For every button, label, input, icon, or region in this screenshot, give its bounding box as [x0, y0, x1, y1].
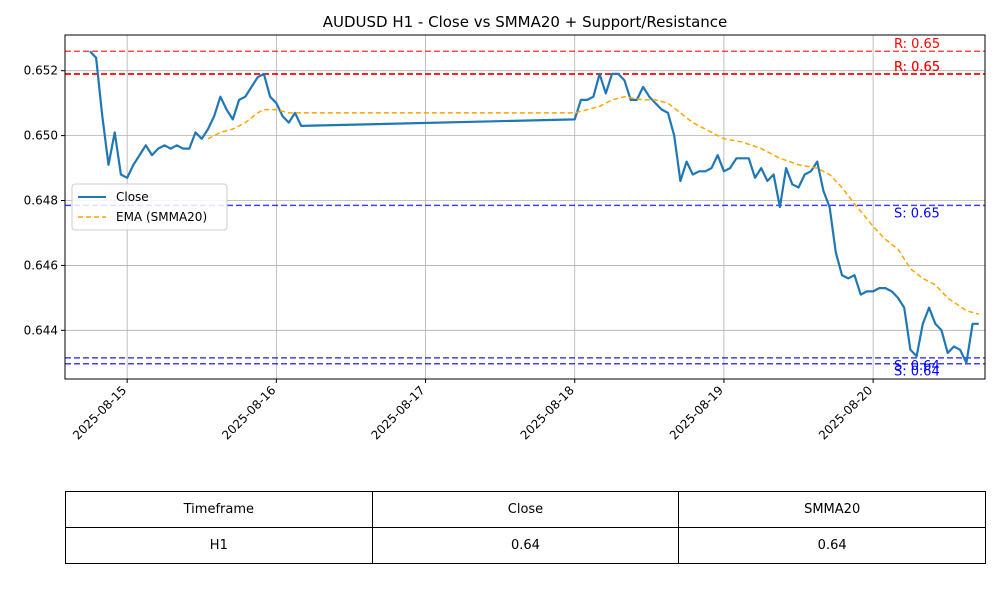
support-resistance-lines [65, 50, 985, 365]
x-tick-label: 2025-08-20 [816, 383, 875, 442]
table-header-row: Timeframe Close SMMA20 [65, 491, 986, 528]
series-line-close [89, 50, 979, 364]
y-tick-label: 0.646 [24, 258, 58, 272]
support-resistance-labels: R: 0.65R: 0.65R: 0.65S: 0.65S: 0.64S: 0.… [894, 37, 940, 380]
support-label: S: 0.64 [894, 359, 940, 374]
y-tick-label: 0.650 [24, 129, 58, 143]
table-row: H1 0.64 0.64 [65, 527, 986, 564]
table-cell: 0.64 [371, 527, 680, 564]
table-header-cell: Timeframe [65, 491, 373, 528]
x-tick-label: 2025-08-17 [368, 383, 427, 442]
legend-smma-label: EMA (SMMA20) [116, 210, 207, 224]
y-tick-label: 0.644 [24, 323, 58, 337]
price-series [89, 50, 979, 364]
x-tick-label: 2025-08-19 [667, 383, 726, 442]
table-header-cell: Close [371, 491, 680, 528]
legend: Close EMA (SMMA20) [71, 183, 228, 231]
support-label: S: 0.64 [894, 365, 940, 380]
grid [65, 35, 985, 379]
resistance-label: R: 0.65 [894, 37, 940, 52]
x-tick-label: 2025-08-16 [219, 383, 278, 442]
table-header-cell: SMMA20 [678, 491, 986, 528]
support-label: S: 0.65 [894, 206, 940, 221]
table-cell: H1 [65, 527, 373, 564]
resistance-label: R: 0.65 [894, 60, 940, 75]
table-cell: 0.64 [678, 527, 986, 564]
y-axis: 0.644 0.646 0.648 0.650 0.652 [24, 64, 65, 337]
y-tick-label: 0.652 [24, 64, 58, 78]
resistance-label: R: 0.65 [894, 60, 940, 75]
x-tick-label: 2025-08-18 [518, 383, 577, 442]
chart: AUDUSD H1 - Close vs SMMA20 + Support/Re… [24, 13, 986, 442]
chart-title: AUDUSD H1 - Close vs SMMA20 + Support/Re… [323, 13, 728, 31]
series-line-smma20 [207, 95, 979, 315]
x-tick-label: 2025-08-15 [70, 383, 129, 442]
legend-frame [71, 183, 228, 231]
plot-area-frame [64, 34, 986, 380]
y-tick-label: 0.648 [24, 194, 58, 208]
legend-close-label: Close [116, 190, 149, 204]
x-axis: 2025-08-15 2025-08-16 2025-08-17 2025-08-18… [70, 379, 875, 442]
summary-table: Timeframe Close SMMA20 H1 0.64 0.64 [65, 491, 986, 564]
